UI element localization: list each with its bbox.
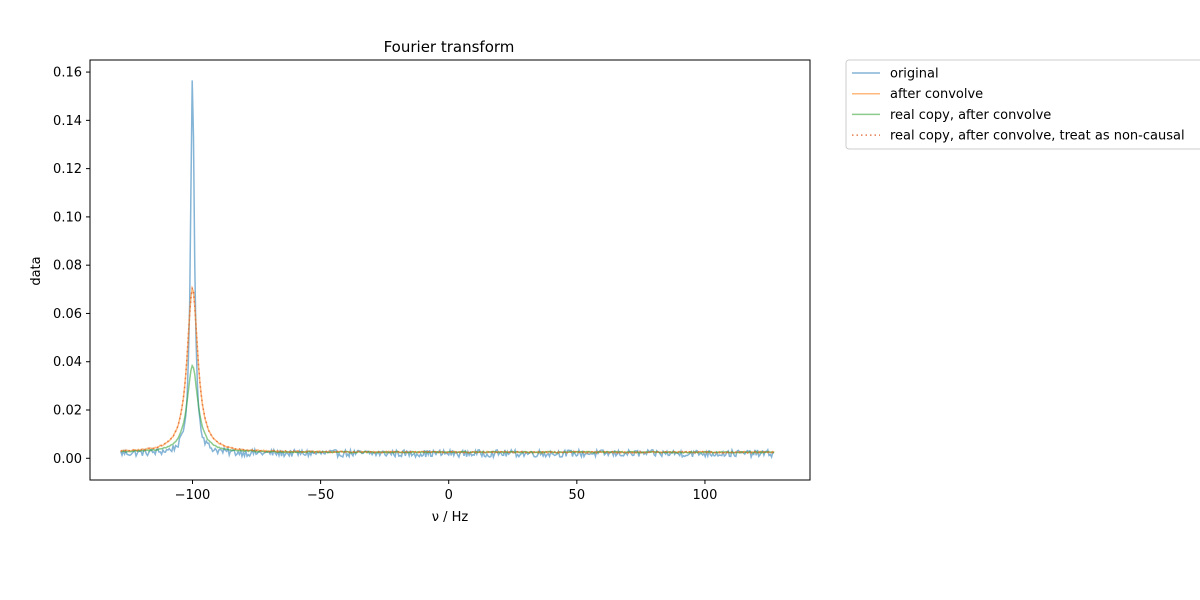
x-axis-label: ν / Hz [432,510,469,525]
chart-title: Fourier transform [384,38,515,56]
legend-label: real copy, after convolve, treat as non-… [890,129,1185,144]
y-tick-label: 0.12 [53,162,82,177]
y-tick-label: 0.04 [53,355,82,370]
y-tick-label: 0.08 [53,259,82,274]
plot-lines [120,80,775,460]
series-line-3 [120,285,775,454]
legend-box [845,59,1200,150]
x-axis-ticks: −100 −50 0 50 100 [175,480,718,503]
series-line-1 [120,285,775,454]
legend-label: after convolve [890,87,983,102]
series-line-2 [120,363,775,454]
y-tick-label: 0.16 [53,66,82,81]
x-tick-label: 100 [693,488,718,503]
y-tick-label: 0.10 [53,210,82,225]
legend-label: real copy, after convolve [890,108,1051,123]
y-tick-label: 0.14 [53,114,82,129]
legend: original after convolve real copy, after c… [845,59,1200,150]
y-tick-label: 0.00 [53,452,82,467]
x-tick-label: −50 [307,488,334,503]
series-line-0 [120,80,775,460]
x-tick-label: −100 [175,488,211,503]
plot-frame [89,59,811,481]
x-tick-label: 50 [569,488,586,503]
x-tick-label: 0 [445,488,453,503]
y-tick-label: 0.02 [53,404,82,419]
y-axis-label: data [29,256,44,285]
y-axis-ticks: 0.00 0.02 0.04 0.06 0.08 0.10 0.12 0.14 0.16 [53,66,90,467]
legend-label: original [890,67,939,82]
y-tick-label: 0.06 [53,307,82,322]
